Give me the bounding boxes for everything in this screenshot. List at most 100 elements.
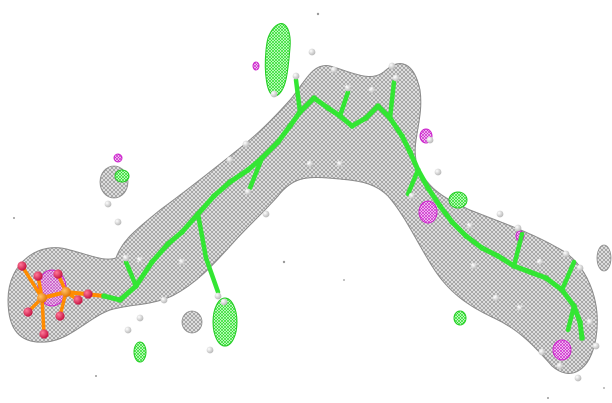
carbon-atom: [245, 167, 251, 173]
carbon-atom: [415, 167, 421, 173]
carbon-bond: [133, 259, 155, 289]
oxygen-atom: [73, 295, 83, 305]
carbon-bond: [363, 103, 381, 121]
carbon-bond: [437, 203, 455, 225]
carbon-atom: [425, 185, 431, 191]
oxygen-atom: [39, 329, 49, 339]
carbon-atom: [275, 139, 281, 145]
hydrogen-atom: [592, 342, 600, 350]
negative-density-blob: [113, 153, 123, 163]
hydrogen-atom: [308, 48, 316, 56]
carbon-bond: [297, 95, 317, 115]
hydrogen-atom: [408, 192, 416, 200]
hydrogen-atom: [344, 84, 352, 92]
hydrogen-atom: [124, 326, 132, 334]
carbon-bond: [407, 149, 421, 173]
hydrogen-atom: [136, 314, 144, 322]
branch-bond: [405, 167, 421, 197]
carbon-bond: [259, 139, 281, 161]
hydrogen-atom: [466, 222, 474, 230]
hydrogen-atom: [226, 156, 234, 164]
carbon-atom: [579, 335, 585, 341]
carbon-bond: [527, 269, 549, 281]
hydrogen-atom: [368, 86, 376, 94]
carbon-atom: [375, 103, 381, 109]
hydrogen-atom: [576, 264, 584, 272]
phosphate-bond: [20, 264, 44, 300]
hydrogen-atom: [496, 210, 504, 218]
carbon-atom: [437, 203, 443, 209]
carbon-bond: [165, 229, 185, 247]
carbon-bond: [387, 115, 405, 139]
carbon-bond: [399, 133, 413, 155]
carbon-bond: [415, 167, 431, 191]
branch-bond: [203, 255, 221, 295]
hydrogen-atom: [392, 74, 400, 82]
carbon-atom: [195, 211, 201, 217]
positive-density-blob: [448, 191, 468, 209]
hydrogen-atom: [292, 72, 300, 80]
positive-density-blob: [133, 341, 147, 363]
phosphate-bond: [40, 296, 46, 336]
branch-bond: [511, 231, 525, 269]
hydrogen-atom: [114, 218, 122, 226]
carbon-bond: [275, 123, 293, 145]
carbon-atom: [407, 149, 413, 155]
carbon-bond: [211, 179, 233, 199]
hydrogen-atom: [536, 258, 544, 266]
carbon-atom: [297, 109, 303, 115]
oxygen-atom: [17, 261, 27, 271]
carbon-atom: [117, 297, 123, 303]
negative-density-blob: [552, 339, 572, 361]
hydrogen-atom: [562, 250, 570, 258]
carbon-bond: [495, 253, 517, 269]
hydrogen-atom: [104, 200, 112, 208]
carbon-atom: [399, 133, 405, 139]
carbon-bond: [287, 109, 303, 129]
hydrogen-atom: [136, 256, 144, 264]
hydrogen-atom: [214, 292, 222, 300]
hydrogen-atom: [206, 346, 214, 354]
hydrogen-atom: [516, 304, 524, 312]
carbon-atom: [449, 219, 455, 225]
branch-bond: [293, 77, 303, 115]
oxygen-atom: [23, 307, 33, 317]
oxygen-atom: [55, 311, 65, 321]
carbon-bond: [559, 287, 577, 309]
carbon-atom: [495, 253, 501, 259]
positive-density-blob: [114, 169, 130, 183]
positive-density-blob: [264, 23, 291, 97]
hydrogen-atom: [220, 298, 228, 306]
carbon-atom: [179, 229, 185, 235]
carbon-bond: [449, 219, 469, 239]
carbon-atom: [227, 179, 233, 185]
hydrogen-atom: [270, 90, 278, 98]
density-mesh-blob: [181, 310, 203, 334]
hydrogen-atom: [426, 136, 434, 144]
positive-density-blob: [453, 310, 467, 326]
density-mesh-blob: [596, 244, 612, 272]
hydrogen-atom: [434, 168, 442, 176]
branch-bond: [337, 89, 351, 119]
branch-bond: [123, 259, 139, 289]
hydrogen-atom: [330, 66, 338, 74]
hydrogen-atom: [538, 348, 546, 356]
positive-density-blob: [212, 297, 238, 347]
hydrogen-atom: [242, 140, 250, 148]
hydrogen-atom: [514, 224, 522, 232]
bond-layer: [20, 77, 585, 341]
negative-density-blob: [252, 61, 260, 71]
carbon-atom: [101, 293, 107, 299]
carbon-atom: [325, 105, 331, 111]
branch-bond: [387, 79, 397, 121]
carbon-bond: [511, 263, 533, 275]
hydrogen-atom: [492, 294, 500, 302]
carbon-bond: [425, 185, 443, 209]
carbon-atom: [559, 287, 565, 293]
phosphorus-atom: [37, 293, 47, 303]
carbon-bond: [543, 275, 565, 293]
carbon-atom: [149, 259, 155, 265]
carbon-atom: [133, 283, 139, 289]
carbon-bond: [463, 233, 485, 251]
